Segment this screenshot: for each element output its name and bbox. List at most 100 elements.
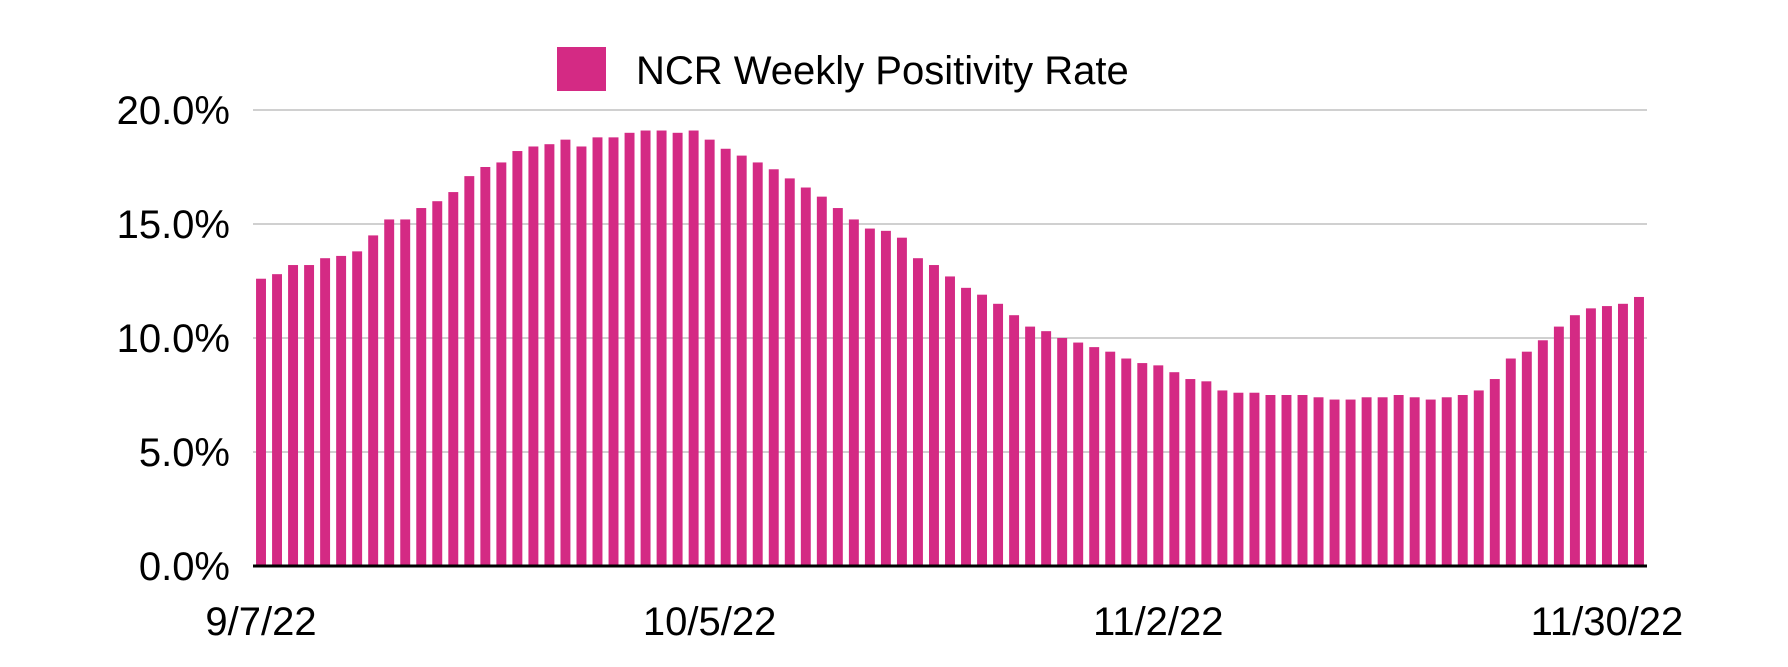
bar <box>1105 351 1116 566</box>
bar <box>736 155 747 566</box>
bar <box>1489 379 1500 566</box>
bar <box>608 137 619 567</box>
bar <box>720 148 731 566</box>
y-tick-label: 0.0% <box>139 545 230 589</box>
x-axis-tick-labels: 9/7/22 10/5/22 11/2/22 11/30/22 <box>205 600 1683 644</box>
y-tick-label: 15.0% <box>117 203 230 247</box>
bar <box>912 258 923 566</box>
bar <box>1137 363 1148 566</box>
bar <box>1521 351 1532 566</box>
bar <box>832 208 843 567</box>
bar <box>1153 365 1164 566</box>
bar <box>1169 372 1180 566</box>
bar <box>945 276 955 566</box>
bar <box>320 258 331 566</box>
bar <box>1457 395 1468 566</box>
bar <box>929 265 939 566</box>
bar <box>880 230 891 566</box>
bar <box>961 287 971 566</box>
bar <box>560 139 571 566</box>
bar <box>1041 331 1052 566</box>
bar <box>1297 395 1308 566</box>
bar <box>304 265 315 566</box>
legend-swatch <box>557 47 606 91</box>
y-tick-label: 20.0% <box>117 89 230 133</box>
bar <box>544 144 555 566</box>
bar <box>848 219 859 566</box>
bars <box>256 130 1644 567</box>
bar <box>752 162 763 566</box>
bar <box>1361 397 1372 566</box>
bar <box>1441 397 1452 566</box>
bar <box>384 219 395 566</box>
bar <box>1025 326 1036 566</box>
bar <box>480 167 491 566</box>
bar <box>272 274 283 566</box>
bar <box>672 132 683 567</box>
bar <box>1249 392 1260 566</box>
x-tick-label: 11/2/22 <box>1093 600 1224 644</box>
bar <box>1473 390 1484 566</box>
bar <box>1057 338 1068 566</box>
bar <box>1185 379 1196 566</box>
bar <box>368 235 379 566</box>
bar <box>288 265 299 566</box>
bar <box>993 303 1004 566</box>
bar <box>352 251 363 567</box>
bar <box>1073 342 1084 566</box>
bar <box>1585 308 1596 566</box>
bar <box>977 294 988 566</box>
bar <box>448 192 459 566</box>
bar <box>1553 326 1564 566</box>
bar <box>1569 315 1580 566</box>
bar <box>864 228 875 566</box>
bar <box>656 130 667 566</box>
bar <box>784 178 795 566</box>
bar <box>800 187 811 566</box>
bar <box>640 130 651 566</box>
bar <box>464 176 475 566</box>
bar <box>688 130 699 566</box>
legend-label: NCR Weekly Positivity Rate <box>636 49 1129 93</box>
bar <box>1377 397 1388 566</box>
bar <box>496 162 507 566</box>
bar <box>1329 399 1340 566</box>
bar <box>624 132 635 567</box>
bar <box>1009 315 1020 566</box>
bar <box>1409 397 1420 566</box>
bar <box>1617 303 1628 566</box>
bar <box>1393 395 1404 566</box>
bar <box>1634 296 1644 566</box>
y-tick-label: 10.0% <box>117 317 230 361</box>
x-tick-label: 9/7/22 <box>205 600 316 644</box>
bar <box>592 137 603 567</box>
bar <box>512 151 523 567</box>
bar <box>1281 395 1292 566</box>
bar <box>1313 397 1324 566</box>
bar <box>816 196 827 566</box>
bar <box>1201 381 1212 566</box>
bar <box>1265 395 1276 566</box>
bar <box>432 201 443 566</box>
bar <box>1089 347 1100 566</box>
bar <box>704 139 715 566</box>
bar <box>416 208 427 567</box>
bar <box>1345 399 1356 566</box>
bar <box>400 219 411 566</box>
bar <box>1425 399 1436 566</box>
bar <box>1537 340 1548 566</box>
x-tick-label: 11/30/22 <box>1531 600 1684 644</box>
bar <box>576 146 587 567</box>
bar <box>256 278 266 566</box>
bar <box>1217 390 1228 566</box>
bar <box>336 255 347 567</box>
bar <box>1121 358 1132 566</box>
y-tick-label: 5.0% <box>139 431 230 475</box>
legend: NCR Weekly Positivity Rate <box>557 47 1129 93</box>
bar <box>1601 306 1612 566</box>
bar <box>1505 358 1516 566</box>
bar <box>528 146 539 567</box>
bar <box>896 237 907 566</box>
bar <box>1233 392 1244 566</box>
